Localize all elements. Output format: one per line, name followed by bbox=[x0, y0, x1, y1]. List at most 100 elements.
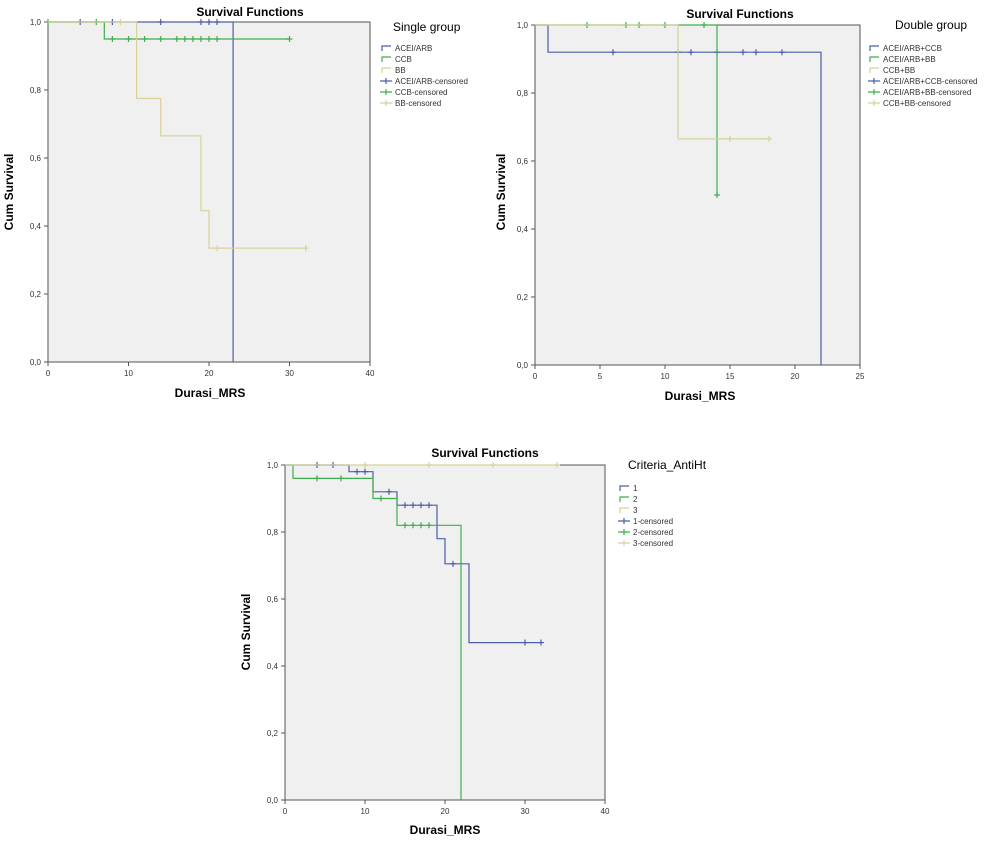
y-tick-label: 0,8 bbox=[30, 86, 42, 95]
censor-mark bbox=[354, 468, 360, 475]
censor-mark bbox=[410, 502, 416, 509]
censor-mark bbox=[206, 36, 212, 42]
x-tick-label: 10 bbox=[661, 372, 670, 381]
legend-label: ACEI/ARB+BB bbox=[883, 55, 936, 64]
y-tick-label: 0,8 bbox=[267, 528, 279, 537]
censor-mark bbox=[197, 36, 204, 42]
censor-mark bbox=[189, 36, 196, 42]
y-tick-label: 0,8 bbox=[517, 89, 529, 98]
x-tick-label: 40 bbox=[601, 807, 610, 816]
series-line bbox=[48, 21, 306, 249]
censor-mark bbox=[109, 36, 116, 42]
legend-swatch bbox=[619, 507, 629, 513]
censor-mark bbox=[141, 36, 148, 42]
legend-swatch bbox=[618, 518, 630, 524]
censor-mark bbox=[410, 522, 416, 529]
legend-swatch bbox=[869, 56, 879, 62]
x-axis-title: Durasi_MRS bbox=[410, 823, 481, 837]
legend-label: 1 bbox=[633, 484, 638, 493]
censor-mark bbox=[314, 475, 320, 482]
legend-swatch bbox=[619, 496, 629, 502]
legend-label: CCB+BB bbox=[883, 66, 915, 75]
legend-label: ACEI/ARB+CCB bbox=[883, 44, 942, 53]
x-tick-label: 25 bbox=[856, 372, 865, 381]
censor-mark bbox=[338, 475, 344, 482]
legend-label: BB-censored bbox=[395, 99, 441, 108]
legend-label: CCB+BB-censored bbox=[883, 99, 951, 108]
x-tick-label: 0 bbox=[533, 372, 538, 381]
y-axis-title: Cum Survival bbox=[495, 154, 508, 231]
censor-mark bbox=[157, 19, 164, 25]
y-tick-label: 1,0 bbox=[30, 18, 42, 27]
chart-double-group-svg: Survival Functions Double group 0 5 10 15 20 25… bbox=[494, 7, 977, 403]
plot-area bbox=[47, 21, 371, 363]
y-tick-label: 0,4 bbox=[267, 662, 279, 671]
chart-single-group: Survival Functions Single group 0 10 20 30 40 0… bbox=[0, 0, 500, 410]
legend-label: 2 bbox=[633, 495, 638, 504]
censor-mark bbox=[214, 36, 221, 42]
y-tick-label: 1,0 bbox=[267, 461, 279, 470]
legend-swatch bbox=[381, 56, 391, 62]
legend-label: 3-censored bbox=[633, 539, 673, 548]
legend-label: ACEI/ARB-censored bbox=[395, 77, 468, 86]
censor-mark bbox=[426, 462, 432, 468]
censor-mark bbox=[418, 502, 424, 509]
censor-mark bbox=[157, 36, 164, 42]
censor-mark bbox=[753, 49, 759, 56]
plot-area bbox=[534, 24, 861, 366]
y-tick-label: 0,6 bbox=[267, 595, 279, 604]
chart-title: Survival Functions bbox=[686, 7, 794, 21]
x-tick-label: 30 bbox=[285, 369, 294, 378]
legend-swatch bbox=[868, 78, 880, 84]
y-tick-label: 0,4 bbox=[517, 225, 529, 234]
y-tick-label: 0,2 bbox=[30, 290, 42, 299]
censor-mark bbox=[779, 49, 785, 56]
legend-swatch bbox=[619, 485, 629, 491]
censor-mark bbox=[522, 639, 528, 646]
plot-area bbox=[284, 464, 606, 801]
censor-mark bbox=[426, 502, 432, 509]
x-axis-title: Durasi_MRS bbox=[175, 386, 246, 400]
censor-mark bbox=[538, 639, 544, 646]
censor-mark bbox=[740, 49, 746, 56]
censor-mark bbox=[418, 522, 424, 529]
x-tick-label: 15 bbox=[726, 372, 735, 381]
y-tick-label: 0,2 bbox=[267, 729, 279, 738]
censor-mark bbox=[197, 19, 204, 25]
chart-title: Survival Functions bbox=[431, 446, 539, 460]
legend-swatch bbox=[868, 89, 880, 95]
legend-label: 2-censored bbox=[633, 528, 673, 537]
x-axis-title: Durasi_MRS bbox=[665, 389, 736, 403]
legend-swatch bbox=[380, 89, 392, 95]
legend-label: 1-censored bbox=[633, 517, 673, 526]
x-tick-label: 20 bbox=[205, 369, 214, 378]
legend-label: BB bbox=[395, 66, 406, 75]
legend-swatch bbox=[869, 45, 879, 51]
legend-swatch bbox=[380, 100, 392, 106]
x-tick-label: 0 bbox=[283, 807, 288, 816]
censor-mark bbox=[701, 22, 707, 28]
censor-mark bbox=[173, 36, 180, 42]
censor-mark bbox=[688, 49, 694, 56]
censor-mark bbox=[610, 49, 616, 56]
censor-mark bbox=[402, 522, 408, 529]
censor-mark bbox=[378, 495, 384, 502]
censor-mark bbox=[362, 462, 368, 468]
legend-label: ACEI/ARB bbox=[395, 44, 432, 53]
censor-mark bbox=[490, 462, 496, 468]
legend-label: ACEI/ARB+BB-censored bbox=[883, 88, 971, 97]
y-tick-label: 0,0 bbox=[517, 361, 529, 370]
y-axis-title: Cum Survival bbox=[2, 154, 16, 231]
censor-mark bbox=[286, 36, 293, 42]
chart-double-group: Survival Functions Double group 0 5 10 15 20 25… bbox=[494, 0, 1000, 410]
x-tick-label: 5 bbox=[598, 372, 603, 381]
censor-mark bbox=[766, 135, 772, 142]
censor-mark bbox=[426, 522, 432, 529]
legend-swatch bbox=[381, 45, 391, 51]
y-tick-label: 0,2 bbox=[517, 293, 529, 302]
censor-mark bbox=[714, 192, 720, 198]
series-line bbox=[535, 24, 769, 140]
legend-title: Single group bbox=[393, 20, 461, 34]
y-axis-title: Cum Survival bbox=[239, 594, 253, 671]
